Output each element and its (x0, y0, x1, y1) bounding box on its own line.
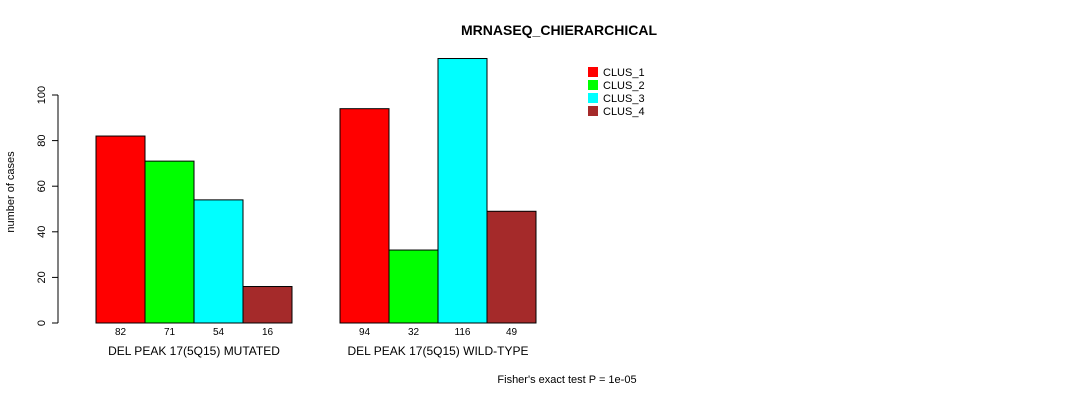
category-label: DEL PEAK 17(5Q15) WILD-TYPE (348, 344, 529, 358)
legend-swatch (588, 67, 598, 77)
footnote: Fisher's exact test P = 1e-05 (497, 374, 636, 386)
bar (144, 160, 195, 324)
y-tick-label: 20 (36, 271, 48, 283)
y-tick-label: 40 (36, 226, 48, 238)
y-axis-label: number of cases (5, 151, 17, 233)
y-tick-label: 100 (36, 86, 48, 104)
legend-swatch (588, 80, 598, 90)
bar (437, 58, 488, 324)
bar-count-label: 49 (506, 327, 518, 338)
bar-count-label: 71 (164, 327, 176, 338)
legend-swatch (588, 93, 598, 103)
y-tick-label: 80 (36, 134, 48, 146)
bar (388, 249, 439, 324)
y-axis: 0 20 40 60 80 100 (36, 86, 59, 326)
legend-label: CLUS_3 (603, 93, 645, 105)
bar-count-label: 54 (213, 327, 225, 338)
bars: 82 71 54 16 DEL PEAK 17(5Q15) MUTATED 94 32 116… (95, 58, 537, 358)
y-tick-label: 60 (36, 180, 48, 192)
bar-count-label: 82 (115, 327, 127, 338)
legend-label: CLUS_4 (603, 106, 645, 118)
chart-title: MRNASEQ_CHIERARCHICAL (461, 22, 657, 38)
bar (242, 286, 293, 324)
legend-label: CLUS_2 (603, 80, 645, 92)
bar-count-label: 16 (262, 327, 274, 338)
bar (486, 210, 537, 324)
bar (95, 135, 146, 324)
category-label: DEL PEAK 17(5Q15) MUTATED (108, 344, 280, 358)
bar (339, 108, 390, 324)
bar-count-label: 116 (455, 327, 471, 338)
bar-count-label: 94 (359, 327, 371, 338)
bar-count-label: 32 (408, 327, 420, 338)
legend-label: CLUS_1 (603, 67, 645, 79)
bar (193, 199, 244, 324)
legend-swatch (588, 106, 598, 116)
y-tick-label: 0 (36, 320, 48, 326)
